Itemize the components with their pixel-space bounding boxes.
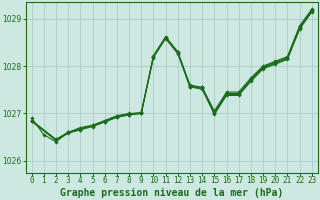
X-axis label: Graphe pression niveau de la mer (hPa): Graphe pression niveau de la mer (hPa): [60, 188, 283, 198]
